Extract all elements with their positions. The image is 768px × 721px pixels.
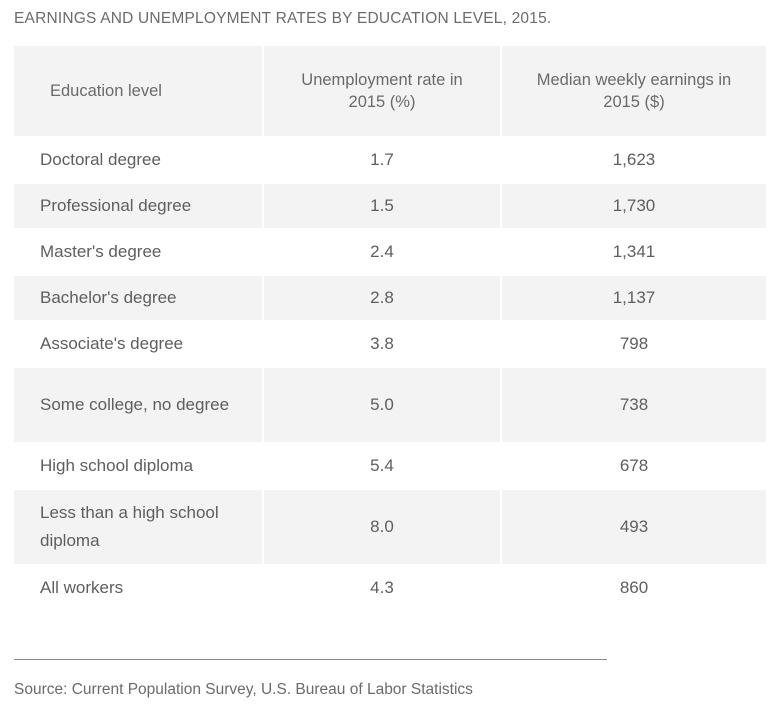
cell-education-level: Less than a high school diploma <box>14 490 262 564</box>
cell-median-weekly-earnings: 1,137 <box>502 276 766 320</box>
earnings-unemployment-table: Education level Unemployment rate in 201… <box>14 46 766 610</box>
cell-unemployment-rate: 8.0 <box>264 490 500 564</box>
footer-divider <box>14 659 607 660</box>
cell-median-weekly-earnings: 798 <box>502 322 766 366</box>
cell-education-level: Doctoral degree <box>14 138 262 182</box>
cell-education-level: Associate's degree <box>14 322 262 366</box>
cell-unemployment-rate: 5.0 <box>264 368 500 442</box>
cell-unemployment-rate: 4.3 <box>264 566 500 610</box>
cell-unemployment-rate: 3.8 <box>264 322 500 366</box>
cell-education-level: Master's degree <box>14 230 262 274</box>
table-title: EARNINGS AND UNEMPLOYMENT RATES BY EDUCA… <box>14 10 552 27</box>
cell-unemployment-rate: 1.5 <box>264 184 500 228</box>
cell-education-level: All workers <box>14 566 262 610</box>
cell-education-level: Professional degree <box>14 184 262 228</box>
header-median-weekly-earnings: Median weekly earnings in 2015 ($) <box>502 46 766 136</box>
cell-unemployment-rate: 2.8 <box>264 276 500 320</box>
cell-education-level: Bachelor's degree <box>14 276 262 320</box>
cell-education-level: Some college, no degree <box>14 368 262 442</box>
cell-median-weekly-earnings: 738 <box>502 368 766 442</box>
cell-median-weekly-earnings: 860 <box>502 566 766 610</box>
header-unemployment-rate: Unemployment rate in 2015 (%) <box>264 46 500 136</box>
cell-median-weekly-earnings: 678 <box>502 444 766 488</box>
cell-unemployment-rate: 5.4 <box>264 444 500 488</box>
cell-unemployment-rate: 1.7 <box>264 138 500 182</box>
cell-median-weekly-earnings: 1,623 <box>502 138 766 182</box>
cell-unemployment-rate: 2.4 <box>264 230 500 274</box>
source-note: Source: Current Population Survey, U.S. … <box>14 681 473 698</box>
header-education-level: Education level <box>14 46 262 136</box>
cell-median-weekly-earnings: 1,341 <box>502 230 766 274</box>
cell-education-level: High school diploma <box>14 444 262 488</box>
cell-median-weekly-earnings: 493 <box>502 490 766 564</box>
cell-median-weekly-earnings: 1,730 <box>502 184 766 228</box>
